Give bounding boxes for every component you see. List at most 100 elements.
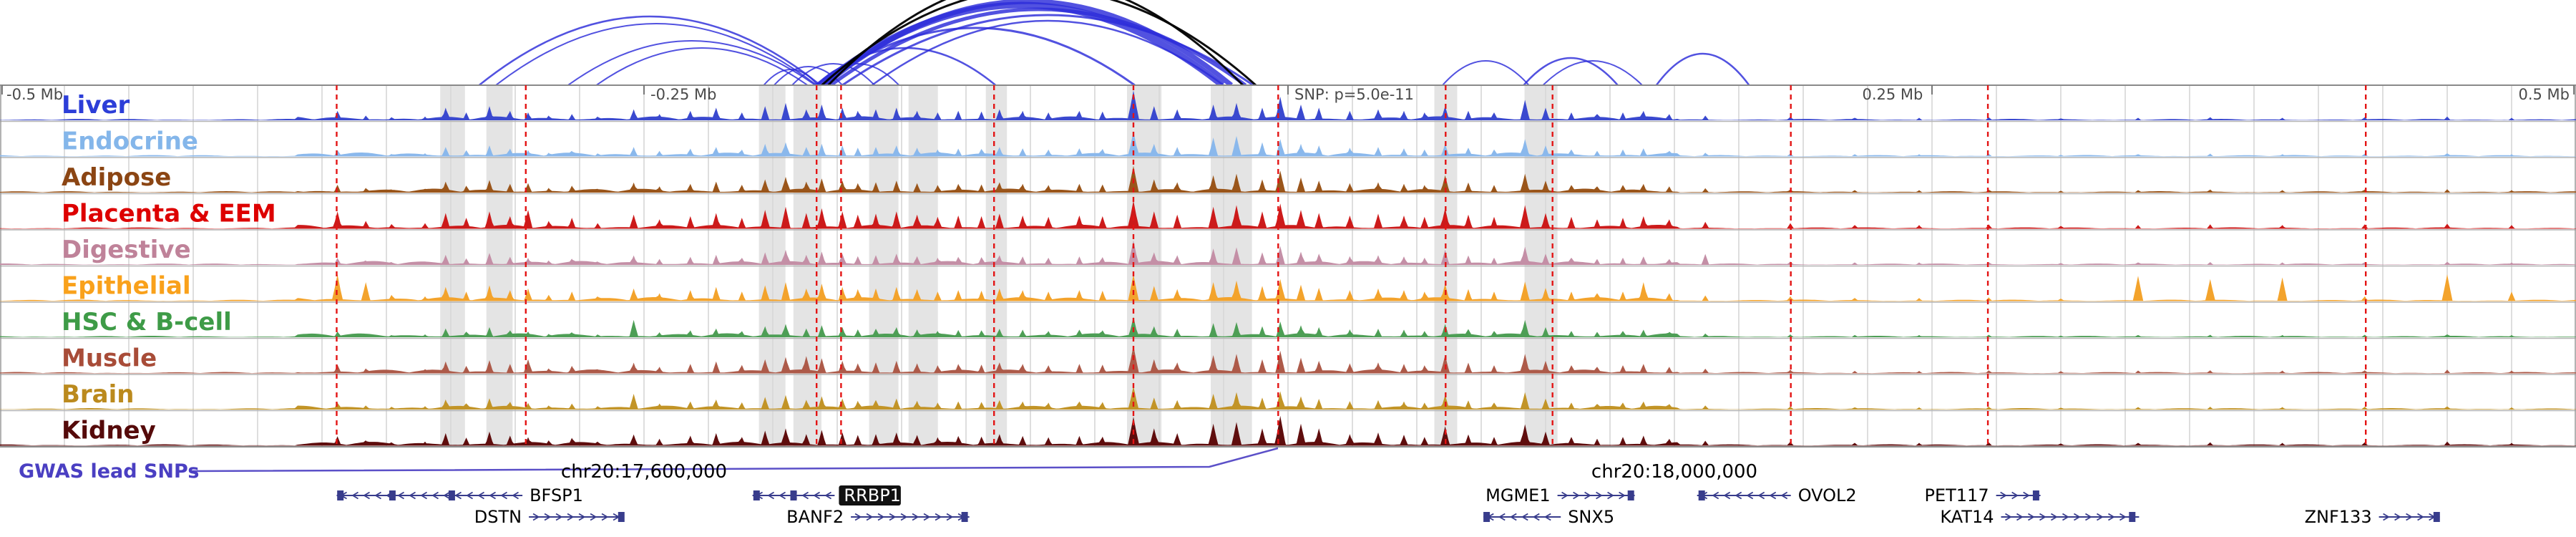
blue-interaction-arc [1442,60,1530,84]
gene-label: ZNF133 [2305,507,2372,527]
blue-interaction-arc [1523,57,1619,84]
gene-label: RRBP1 [844,485,901,505]
strand-arrow-icon [2023,491,2030,500]
scale-label: -0.5 Mb [6,86,63,103]
track-endocrine: Endocrine [0,127,2576,157]
track-label-muscle: Muscle [62,344,157,373]
blue-interaction-arc [495,23,817,84]
strand-arrow-icon [1521,513,1528,521]
strand-arrow-icon [601,513,609,521]
exon-block [790,490,797,500]
blue-interaction-arc [841,14,1254,84]
black-interaction-arc [821,0,1257,84]
blue-interaction-arc [829,7,1247,84]
strand-arrow-icon [578,513,586,521]
strand-arrow-icon [912,513,919,521]
strand-arrow-icon [1509,513,1517,521]
strand-arrow-icon [2016,513,2024,521]
strand-arrow-icon [2417,513,2424,521]
exon-block [1627,490,1634,500]
blue-interaction-arc [478,15,821,84]
track-label-liver: Liver [62,91,130,120]
track-label-hsc-b-cell: HSC & B-cell [62,308,232,337]
gene-dstn: DSTN [474,507,625,527]
strand-arrow-icon [1757,491,1765,500]
blue-interaction-arc [1543,60,1643,84]
strand-arrow-icon [2000,491,2007,500]
strand-arrow-icon [2119,513,2127,521]
strand-arrow-icon [1596,491,1603,500]
track-liver: Liver [0,90,2576,120]
strand-arrow-icon [1543,513,1551,521]
strand-arrow-icon [1573,491,1580,500]
strand-arrow-icon [544,513,552,521]
strand-arrow-icon [1532,513,1540,521]
strand-arrow-icon [779,491,786,500]
scale-header: -0.5 Mb -0.25 Mb SNP: p=5.0e-11 0.25 Mb 0.5 … [1,85,2575,103]
strand-arrow-icon [1746,491,1754,500]
strand-arrow-icon [1769,491,1777,500]
track-adipose: Adipose [0,163,2576,193]
track-label-adipose: Adipose [62,163,171,192]
track-label-brain: Brain [62,380,135,409]
strand-arrow-icon [567,513,575,521]
blue-interaction-arc [567,40,816,84]
gene-znf133: ZNF133 [2305,507,2440,527]
strand-arrow-icon [351,491,358,500]
blue-interaction-arc [1655,52,1750,84]
strand-arrow-icon [2097,513,2104,521]
scale-label: 0.25 Mb [1863,86,1923,103]
exon-block [389,490,396,500]
strand-arrow-icon [1498,513,1506,521]
strand-arrow-icon [889,513,897,521]
strand-arrow-icon [900,513,908,521]
strand-arrow-icon [813,491,821,500]
strand-arrow-icon [374,491,381,500]
track-label-digestive: Digestive [62,236,191,264]
strand-arrow-icon [1607,491,1614,500]
strand-arrow-icon [1619,491,1626,500]
strand-arrow-icon [2406,513,2413,521]
blue-interaction-arc [871,19,1224,84]
exon-block [448,490,455,500]
scale-label: SNP: p=5.0e-11 [1294,86,1414,103]
blue-interaction-arc [596,47,808,84]
strand-arrow-icon [877,513,885,521]
gene-kat14: KAT14 [1940,507,2140,527]
gene-label: BFSP1 [530,485,583,505]
gene-label: MGME1 [1485,485,1550,505]
gene-label: OVOL2 [1798,485,1857,505]
strand-arrow-icon [500,491,507,500]
strand-arrow-icon [2074,513,2081,521]
interaction-arcs [478,0,1750,84]
strand-arrow-icon [2005,513,2012,521]
track-label-kidney: Kidney [62,417,156,445]
blue-interaction-arc [791,63,875,84]
strand-arrow-icon [946,513,954,521]
strand-arrow-icon [555,513,563,521]
strand-arrow-icon [454,491,462,500]
strand-arrow-icon [477,491,484,500]
gene-label: BANF2 [786,507,844,527]
gene-banf2: BANF2 [786,507,970,527]
coordinate-label-left: chr20:17,600,000 [560,461,728,483]
track-muscle: Muscle [0,344,2576,374]
strand-arrow-icon [2062,513,2069,521]
exon-block [337,490,344,500]
exon-block [961,512,968,522]
strand-arrow-icon [2383,513,2390,521]
gene-label-highlight [839,485,901,505]
exon-block [2433,512,2440,522]
strand-arrow-icon [431,491,439,500]
gwas-pointer-line [189,447,1279,473]
strand-arrow-icon [1561,491,1568,500]
exon-block [618,512,625,522]
strand-arrow-icon [1712,491,1719,500]
strand-arrow-icon [590,513,597,521]
gene-label: PET117 [1924,485,1989,505]
strand-arrow-icon [767,491,775,500]
track-label-placenta-eem: Placenta & EEM [62,200,276,228]
strand-arrow-icon [923,513,931,521]
strand-arrow-icon [935,513,942,521]
